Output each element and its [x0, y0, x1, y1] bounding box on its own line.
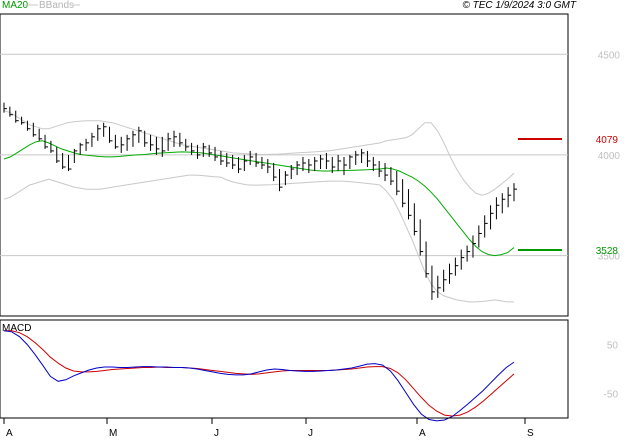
macd-lines [3, 330, 515, 422]
bband-upper-line [3, 110, 515, 196]
bbands-legend-label: BBands [39, 0, 74, 11]
ma20-polyline [3, 140, 515, 257]
bband-lower-line [3, 174, 514, 303]
macd-title: MACD [2, 323, 31, 334]
month-label: M [109, 428, 117, 439]
price-levels: 4079 3528 [518, 135, 618, 257]
copyright-text: © TEC 1/9/2024 3:0 GMT [462, 0, 576, 11]
month-label: J [308, 428, 313, 439]
price-panel-frame [0, 13, 569, 317]
macd-tick-label: 50 [607, 341, 619, 352]
macd-panel-frame [0, 319, 569, 419]
macd-main-line [3, 330, 515, 422]
price-tick-label: 4000 [598, 151, 621, 162]
price-tick-label: 4500 [598, 50, 621, 61]
macd-signal-line [4, 330, 515, 417]
macd-tick-label: -50 [604, 390, 619, 401]
macd-y-axis: 50 -50 [604, 341, 619, 401]
price-panel: 4500 4000 3500 4079 3528 [0, 13, 621, 317]
month-label: S [527, 428, 534, 439]
bollinger-bands [3, 110, 515, 303]
month-label: A [419, 428, 426, 439]
ohlc-bars [3, 102, 517, 300]
level-label-4079: 4079 [596, 135, 619, 146]
ma20-legend-label: MA20 [2, 0, 29, 11]
price-y-axis: 4500 4000 3500 [598, 50, 621, 262]
ma20-line [3, 140, 515, 257]
price-tick-label: 3500 [598, 252, 621, 263]
month-label: J [214, 428, 219, 439]
level-label-3528: 3528 [596, 246, 619, 257]
month-label: A [6, 428, 13, 439]
macd-panel: MACD 50 -50 [0, 319, 619, 422]
